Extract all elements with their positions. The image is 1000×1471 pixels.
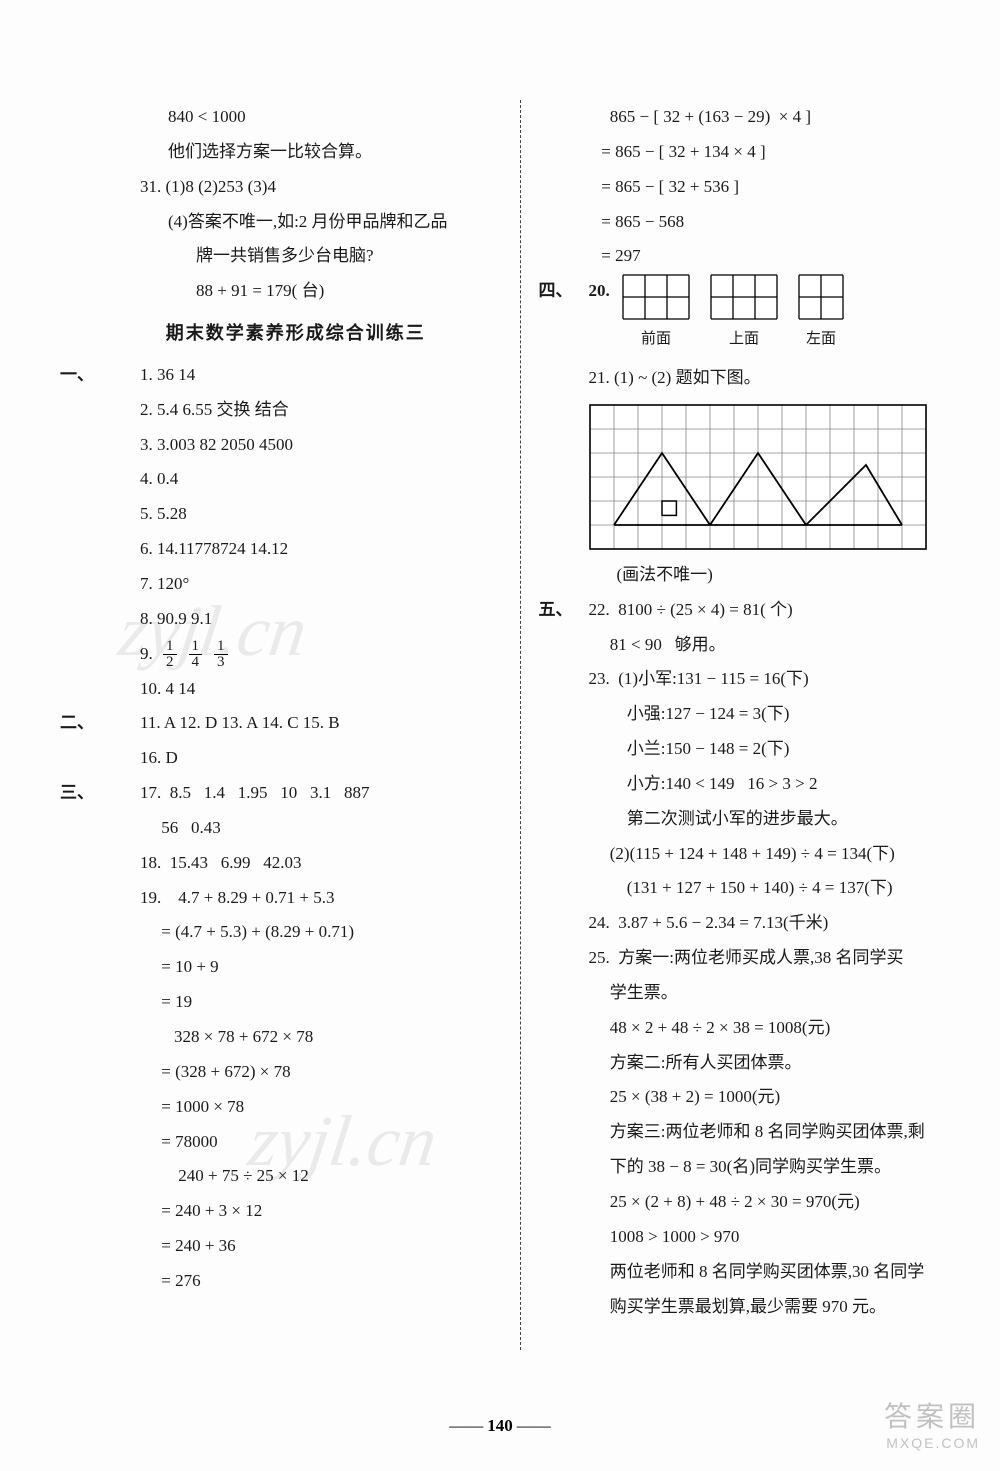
grid-figure bbox=[589, 404, 927, 550]
text-line: 24. 3.87 + 5.6 − 2.34 = 7.13(千米) bbox=[549, 906, 941, 941]
view-grid: 左面 bbox=[798, 274, 844, 355]
text-line: 下的 38 − 8 = 30(名)同学购买学生票。 bbox=[549, 1150, 941, 1185]
text-line: = 10 + 9 bbox=[100, 950, 492, 985]
fraction: 12 bbox=[163, 639, 177, 670]
text-line: 学生票。 bbox=[549, 976, 941, 1011]
text-line: = 297 bbox=[549, 239, 941, 274]
s2l1: 二、 11. A 12. D 13. A 14. C 15. B bbox=[100, 706, 492, 741]
text-line: 23. (1)小军:131 − 115 = 16(下) bbox=[549, 662, 941, 697]
column-divider bbox=[520, 100, 521, 1350]
q21-figure bbox=[549, 404, 941, 550]
text-line: = 865 − [ 32 + 134 × 4 ] bbox=[549, 135, 941, 170]
fraction: 13 bbox=[214, 639, 228, 670]
q21-label: 21. (1) ~ (2) 题如下图。 bbox=[549, 361, 941, 396]
text-line: = 240 + 3 × 12 bbox=[100, 1194, 492, 1229]
left-column: 840 < 1000他们选择方案一比较合算。31. (1)8 (2)253 (3… bbox=[60, 100, 492, 1350]
text-line: 方案三:两位老师和 8 名同学购买团体票,剩 bbox=[549, 1115, 941, 1150]
text-line: 6. 14.11778724 14.12 bbox=[100, 532, 492, 567]
text-line: 7. 120° bbox=[100, 567, 492, 602]
source-badge: 答案圈 MXQE.COM bbox=[884, 1395, 980, 1451]
page-number: 140 bbox=[0, 1416, 1000, 1436]
text-line: 56 0.43 bbox=[100, 811, 492, 846]
text-line: 865 − [ 32 + (163 − 29) × 4 ] bbox=[549, 100, 941, 135]
text-line: 25 × (38 + 2) = 1000(元) bbox=[549, 1080, 941, 1115]
view-grid: 上面 bbox=[710, 274, 778, 355]
view-grid: 前面 bbox=[622, 274, 690, 355]
text-line: = 78000 bbox=[100, 1125, 492, 1160]
right-column: 865 − [ 32 + (163 − 29) × 4 ] = 865 − [ … bbox=[549, 100, 941, 1350]
text-line: 第二次测试小军的进步最大。 bbox=[549, 802, 941, 837]
text-line: 一、1. 36 14 bbox=[100, 358, 492, 393]
text-line: 25 × (2 + 8) + 48 ÷ 2 × 30 = 970(元) bbox=[549, 1185, 941, 1220]
text-line: 5. 5.28 bbox=[100, 497, 492, 532]
text-line: 328 × 78 + 672 × 78 bbox=[100, 1020, 492, 1055]
text-line: = (4.7 + 5.3) + (8.29 + 0.71) bbox=[100, 915, 492, 950]
text-line: (2)(115 + 124 + 148 + 149) ÷ 4 = 134(下) bbox=[549, 837, 941, 872]
grid-svg bbox=[798, 274, 844, 320]
text-line: 三、17. 8.5 1.4 1.95 10 3.1 887 bbox=[100, 776, 492, 811]
text-line: = 240 + 36 bbox=[100, 1229, 492, 1264]
text-line: 81 < 90 够用。 bbox=[549, 628, 941, 663]
q21-note: (画法不唯一) bbox=[549, 558, 941, 593]
text-line: 1008 > 1000 > 970 bbox=[549, 1220, 941, 1255]
grid-svg bbox=[622, 274, 690, 320]
fraction: 14 bbox=[189, 639, 203, 670]
text-line: 两位老师和 8 名同学购买团体票,30 名同学 bbox=[549, 1255, 941, 1290]
text-line: 8. 90.9 9.1 bbox=[100, 602, 492, 637]
q20-row: 四、 20. 前面上面左面 bbox=[549, 274, 941, 355]
text-line: 4. 0.4 bbox=[100, 462, 492, 497]
text-line: 他们选择方案一比较合算。 bbox=[100, 135, 492, 170]
text-line: 31. (1)8 (2)253 (3)4 bbox=[100, 170, 492, 205]
text-line: 88 + 91 = 179( 台) bbox=[100, 274, 492, 309]
text-line: 小强:127 − 124 = 3(下) bbox=[549, 697, 941, 732]
q10: 10. 4 14 bbox=[100, 672, 492, 707]
text-line: = 865 − [ 32 + 536 ] bbox=[549, 170, 941, 205]
grid-svg bbox=[710, 274, 778, 320]
text-line: = (328 + 672) × 78 bbox=[100, 1055, 492, 1090]
text-line: = 865 − 568 bbox=[549, 205, 941, 240]
text-line: (131 + 127 + 150 + 140) ÷ 4 = 137(下) bbox=[549, 871, 941, 906]
text-line: = 1000 × 78 bbox=[100, 1090, 492, 1125]
text-line: = 19 bbox=[100, 985, 492, 1020]
text-line: 3. 3.003 82 2050 4500 bbox=[100, 428, 492, 463]
text-line: 840 < 1000 bbox=[100, 100, 492, 135]
text-line: 19. 4.7 + 8.29 + 0.71 + 5.3 bbox=[100, 881, 492, 916]
page-content: 840 < 1000他们选择方案一比较合算。31. (1)8 (2)253 (3… bbox=[0, 0, 1000, 1390]
text-line: 小方:140 < 149 16 > 3 > 2 bbox=[549, 767, 941, 802]
text-line: 五、22. 8100 ÷ (25 × 4) = 81( 个) bbox=[549, 593, 941, 628]
text-line: 方案二:所有人买团体票。 bbox=[549, 1046, 941, 1081]
text-line: 2. 5.4 6.55 交换 结合 bbox=[100, 393, 492, 428]
q9: 9. 121413 bbox=[100, 637, 492, 672]
practice-title: 期末数学素养形成综合训练三 bbox=[100, 309, 492, 358]
text-line: = 276 bbox=[100, 1264, 492, 1299]
text-line: 25. 方案一:两位老师买成人票,38 名同学买 bbox=[549, 941, 941, 976]
s2l2: 16. D bbox=[100, 741, 492, 776]
text-line: 购买学生票最划算,最少需要 970 元。 bbox=[549, 1290, 941, 1325]
text-line: 18. 15.43 6.99 42.03 bbox=[100, 846, 492, 881]
text-line: 牌一共销售多少台电脑? bbox=[100, 239, 492, 274]
text-line: (4)答案不唯一,如:2 月份甲品牌和乙品 bbox=[100, 205, 492, 240]
text-line: 48 × 2 + 48 ÷ 2 × 38 = 1008(元) bbox=[549, 1011, 941, 1046]
text-line: 240 + 75 ÷ 25 × 12 bbox=[100, 1159, 492, 1194]
text-line: 小兰:150 − 148 = 2(下) bbox=[549, 732, 941, 767]
